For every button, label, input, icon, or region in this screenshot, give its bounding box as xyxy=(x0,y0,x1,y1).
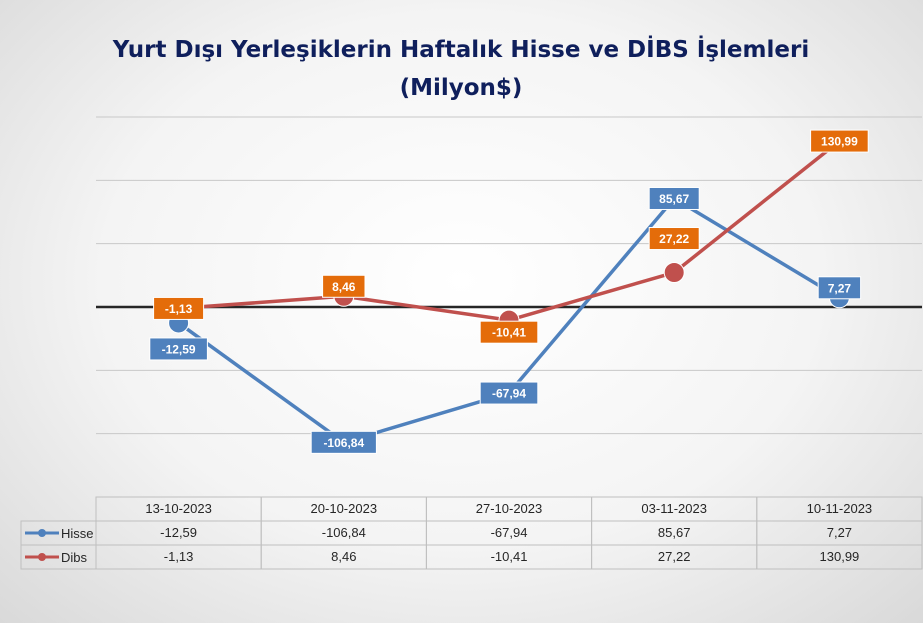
category-label: 03-11-2023 xyxy=(641,501,707,516)
gridlines xyxy=(96,116,922,435)
data-label-box xyxy=(149,337,208,361)
chart-title: Yurt Dışı Yerleşiklerin Haftalık Hisse v… xyxy=(112,35,809,63)
data-label: 7,27 xyxy=(828,281,852,295)
data-label: -1,13 xyxy=(165,302,193,316)
data-label-box xyxy=(479,320,539,344)
data-label-box xyxy=(648,186,700,210)
legend-key-marker xyxy=(38,529,46,537)
data-label-box xyxy=(310,430,377,454)
data-label: -106,84 xyxy=(323,436,364,450)
table-value: 7,27 xyxy=(827,525,852,540)
table-value: -12,59 xyxy=(160,525,197,540)
data-label: 130,99 xyxy=(821,135,858,149)
legend-entry: Dibs xyxy=(61,550,88,565)
category-label: 27-10-2023 xyxy=(476,501,543,516)
legend-entry: Hisse xyxy=(61,526,94,541)
legend-key-marker xyxy=(38,553,46,561)
table-cell xyxy=(756,544,923,570)
data-label-box xyxy=(479,381,539,405)
table-value: -106,84 xyxy=(322,525,366,540)
table-value: -1,13 xyxy=(164,549,194,564)
series-line-dibs xyxy=(178,139,841,322)
category-label: 13-10-2023 xyxy=(145,501,212,516)
data-label: 27,22 xyxy=(659,232,689,246)
category-label: 10-11-2023 xyxy=(807,501,873,516)
table-value: -10,41 xyxy=(491,549,528,564)
data-label: 85,67 xyxy=(659,192,689,206)
table-value: 130,99 xyxy=(820,549,860,564)
data-table: 13-10-2023 20-10-2023 27-10-2023 03-11-2023… xyxy=(20,496,923,570)
table-value: 8,46 xyxy=(331,549,356,564)
data-label: -10,41 xyxy=(492,326,526,340)
data-label-box xyxy=(817,276,862,300)
category-label: 20-10-2023 xyxy=(311,501,378,516)
table-value: 85,67 xyxy=(658,525,691,540)
chart-subtitle: (Milyon$) xyxy=(400,75,523,101)
data-label: 8,46 xyxy=(332,280,356,294)
table-value: -67,94 xyxy=(491,525,528,540)
data-label-box xyxy=(322,274,366,298)
data-label: -12,59 xyxy=(162,342,196,356)
data-label: -67,94 xyxy=(492,387,526,401)
data-label-box xyxy=(810,129,869,153)
data-point-dibs xyxy=(663,262,685,284)
data-labels: -12,59 -106,84 -67,94 85,67 7,27 -1,13 8,46 -10… xyxy=(149,129,869,454)
data-label-box xyxy=(648,227,700,251)
table-value: 27,22 xyxy=(658,549,691,564)
data-label-box xyxy=(153,296,205,320)
